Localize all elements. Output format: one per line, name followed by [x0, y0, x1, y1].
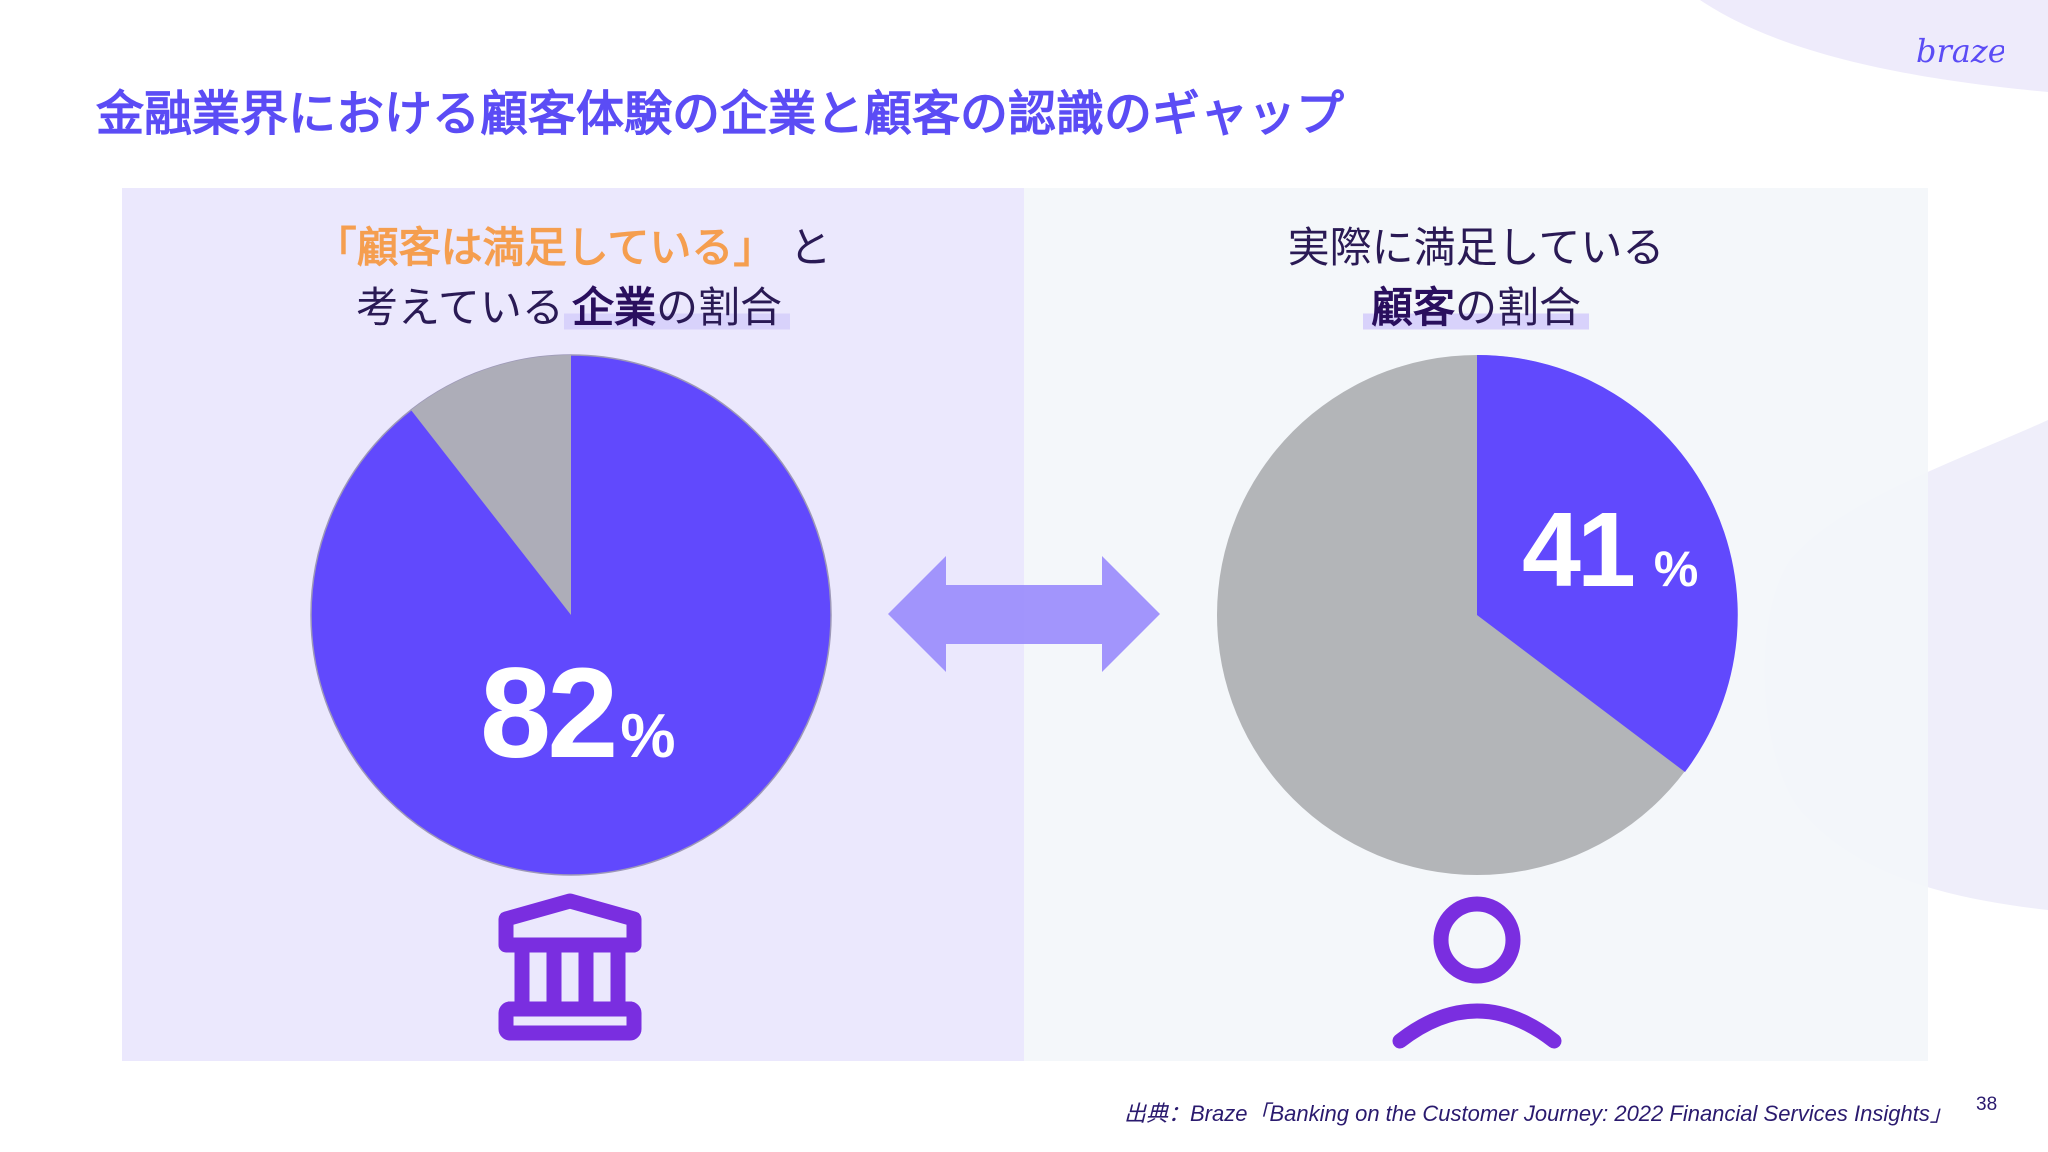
pie-slice-other [411, 355, 571, 615]
company-pie-chart [310, 354, 832, 876]
double-arrow-icon [888, 556, 1160, 672]
svg-text:braze: braze [1916, 32, 2004, 70]
customer-pie-chart [1217, 354, 1738, 875]
quote-text: 「顧客は満足している」 [314, 223, 776, 272]
customer-percentage: 41% [1522, 491, 1699, 609]
customer-label: 顧客 [1370, 283, 1455, 332]
customer-heading-line1: 実際に満足している [1287, 223, 1665, 272]
customer-heading: 実際に満足している 顧客の割合 [1024, 218, 1928, 338]
bank-icon [498, 893, 642, 1041]
heading-post: の割合 [655, 283, 782, 332]
page-number: 38 [1976, 1094, 1998, 1115]
page-title: 金融業界における顧客体験の企業と顧客の認識のギャップ [96, 86, 1345, 142]
heading-post: の割合 [1455, 283, 1582, 332]
company-percentage: 82% [480, 642, 676, 785]
to-text: と [789, 223, 832, 272]
braze-logo: braze [1916, 32, 2004, 70]
company-label: 企業 [571, 283, 656, 332]
company-heading: 「顧客は満足している」と 考えている 企業の割合 [122, 218, 1024, 338]
pie-slice-satisfied [1477, 354, 1738, 772]
source-citation: 出典：Braze「Banking on the Customer Journey… [1124, 1101, 1952, 1126]
heading-pre: 考えている [356, 283, 564, 332]
person-icon [1392, 896, 1562, 1049]
